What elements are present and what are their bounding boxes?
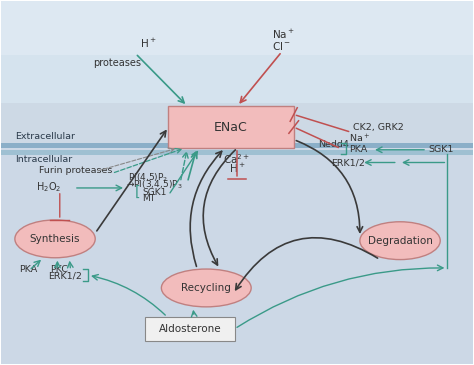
Text: Na$^+$: Na$^+$ (273, 28, 295, 41)
Text: H$^+$: H$^+$ (228, 162, 246, 176)
Text: Aldosterone: Aldosterone (158, 324, 221, 334)
Text: PKA: PKA (19, 265, 38, 274)
Ellipse shape (360, 222, 440, 260)
Text: CK2, GRK2: CK2, GRK2 (353, 123, 403, 132)
Text: Recycling: Recycling (182, 283, 231, 293)
Text: PKA: PKA (349, 145, 367, 154)
Text: Intracellular: Intracellular (15, 155, 72, 164)
Bar (0, 1, 474, 103)
Text: H$^+$: H$^+$ (140, 37, 157, 50)
Text: ERK1/2: ERK1/2 (331, 158, 365, 167)
Text: SGK1: SGK1 (143, 188, 167, 197)
Text: Na$^+$: Na$^+$ (349, 133, 370, 146)
Text: Synthesis: Synthesis (30, 234, 80, 244)
FancyBboxPatch shape (145, 317, 235, 341)
Text: ENaC: ENaC (214, 120, 248, 134)
Ellipse shape (161, 269, 251, 307)
Text: PKC: PKC (50, 265, 68, 274)
Text: H$_2$O$_2$: H$_2$O$_2$ (36, 180, 62, 193)
Text: PI(4,5)P$_2$: PI(4,5)P$_2$ (128, 172, 169, 184)
Text: MT: MT (143, 195, 155, 203)
Bar (0, 150, 474, 154)
Text: Ca$^{2+}$: Ca$^{2+}$ (223, 153, 251, 166)
Text: →PI(3,4,5)P$_3$: →PI(3,4,5)P$_3$ (126, 179, 182, 192)
Text: ERK1/2: ERK1/2 (48, 272, 82, 281)
Text: Degradation: Degradation (368, 236, 432, 246)
Ellipse shape (15, 220, 95, 258)
FancyBboxPatch shape (168, 106, 294, 148)
Text: Nedd4: Nedd4 (318, 140, 349, 149)
Bar (0, 143, 474, 148)
Text: SGK1: SGK1 (428, 145, 454, 154)
Text: Furin proteases: Furin proteases (38, 166, 112, 176)
Text: Extracellular: Extracellular (15, 132, 75, 141)
Text: [: [ (135, 185, 140, 199)
Text: proteases: proteases (93, 58, 141, 68)
Bar (0, 146, 474, 364)
Bar (0, 1, 474, 55)
Text: Cl$^-$: Cl$^-$ (273, 40, 292, 52)
